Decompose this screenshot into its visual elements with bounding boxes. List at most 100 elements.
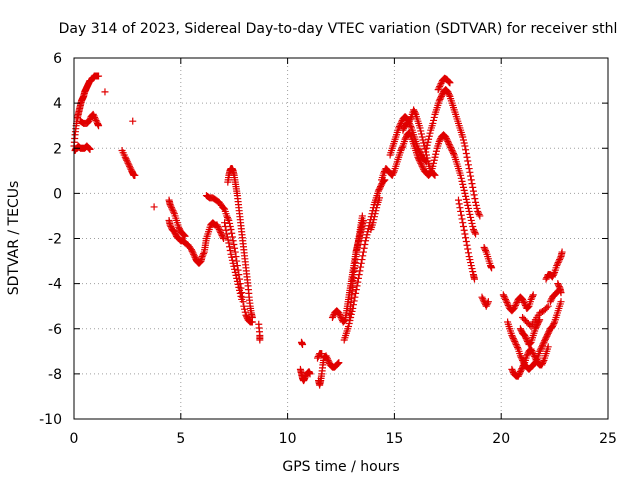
data-point: [516, 369, 524, 377]
data-point: [478, 293, 486, 301]
data-point: [126, 164, 134, 172]
data-point: [528, 294, 536, 302]
data-point: [375, 194, 383, 202]
data-point: [333, 360, 341, 368]
data-point: [237, 292, 245, 300]
data-point: [420, 139, 428, 147]
data-point: [181, 232, 189, 240]
data-point: [126, 162, 134, 170]
data-point: [500, 292, 508, 300]
x-tick-labels: 0 5 10 15 20 25: [70, 431, 617, 447]
data-point: [457, 207, 465, 215]
data-point: [129, 117, 137, 125]
data-point: [479, 295, 487, 303]
data-point: [248, 313, 256, 321]
data-point: [228, 253, 236, 261]
data-point: [520, 360, 528, 368]
data-point: [131, 171, 139, 179]
data-point: [554, 259, 562, 267]
data-point: [549, 321, 557, 329]
data-point: [424, 138, 432, 146]
data-point: [555, 281, 563, 289]
data-point: [437, 80, 445, 88]
data-point: [473, 204, 481, 212]
data-point: [447, 145, 455, 153]
data-point: [508, 332, 516, 340]
data-point: [299, 341, 307, 349]
data-point: [469, 183, 477, 191]
data-point: [474, 207, 482, 215]
data-point: [464, 204, 472, 212]
data-point: [175, 223, 183, 231]
data-point: [521, 332, 529, 340]
data-point: [231, 265, 239, 273]
data-point: [476, 212, 484, 220]
data-point: [340, 317, 348, 325]
data-point: [520, 298, 528, 306]
data-point: [324, 356, 332, 364]
data-point: [480, 244, 488, 252]
data-point: [483, 301, 491, 309]
data-point: [467, 216, 475, 224]
data-point: [236, 286, 244, 294]
data-point: [548, 273, 556, 281]
data-point: [417, 161, 425, 169]
data-point: [482, 247, 490, 255]
data-point: [218, 231, 226, 239]
data-point: [180, 231, 188, 239]
data-point: [400, 125, 408, 133]
data-point: [232, 271, 240, 279]
data-point: [531, 354, 539, 362]
data-point: [460, 186, 468, 194]
data-point: [231, 268, 239, 276]
data-point: [241, 305, 249, 313]
data-point: [430, 171, 438, 179]
data-point: [541, 335, 549, 343]
data-point: [371, 210, 379, 218]
data-point: [352, 289, 360, 297]
data-point: [511, 339, 519, 347]
data-point: [90, 112, 98, 120]
data-point: [442, 133, 450, 141]
data-point: [529, 292, 537, 300]
data-point: [228, 229, 236, 237]
data-point: [359, 252, 367, 260]
data-point: [234, 280, 242, 288]
data-point: [437, 92, 445, 100]
data-point: [416, 158, 424, 166]
data-point: [532, 323, 540, 331]
data-point: [514, 344, 522, 352]
data-point: [226, 247, 234, 255]
data-point: [531, 353, 539, 361]
data-point: [417, 159, 425, 167]
data-point: [463, 198, 471, 206]
data-point: [445, 89, 453, 97]
data-point: [388, 171, 396, 179]
data-point: [459, 183, 467, 191]
data-point: [432, 150, 440, 158]
data-point: [521, 333, 529, 341]
data-point: [469, 225, 477, 233]
data-point: [445, 139, 453, 147]
data-point: [446, 79, 454, 87]
data-point: [445, 140, 453, 148]
data-point: [469, 187, 477, 195]
data-point: [513, 342, 521, 350]
data-point: [91, 115, 99, 123]
data-point: [518, 355, 526, 363]
data-point: [170, 228, 178, 236]
data-point: [242, 311, 250, 319]
data-point: [421, 145, 429, 153]
data-point: [374, 187, 382, 195]
data-point: [544, 302, 552, 310]
data-point: [538, 361, 546, 369]
data-point: [175, 225, 183, 233]
data-point: [150, 203, 158, 211]
data-point: [363, 231, 371, 239]
data-point: [360, 244, 368, 252]
data-point: [462, 150, 470, 158]
data-point: [357, 263, 365, 271]
data-point: [470, 227, 478, 235]
data-point: [519, 295, 527, 303]
data-point: [536, 346, 544, 354]
